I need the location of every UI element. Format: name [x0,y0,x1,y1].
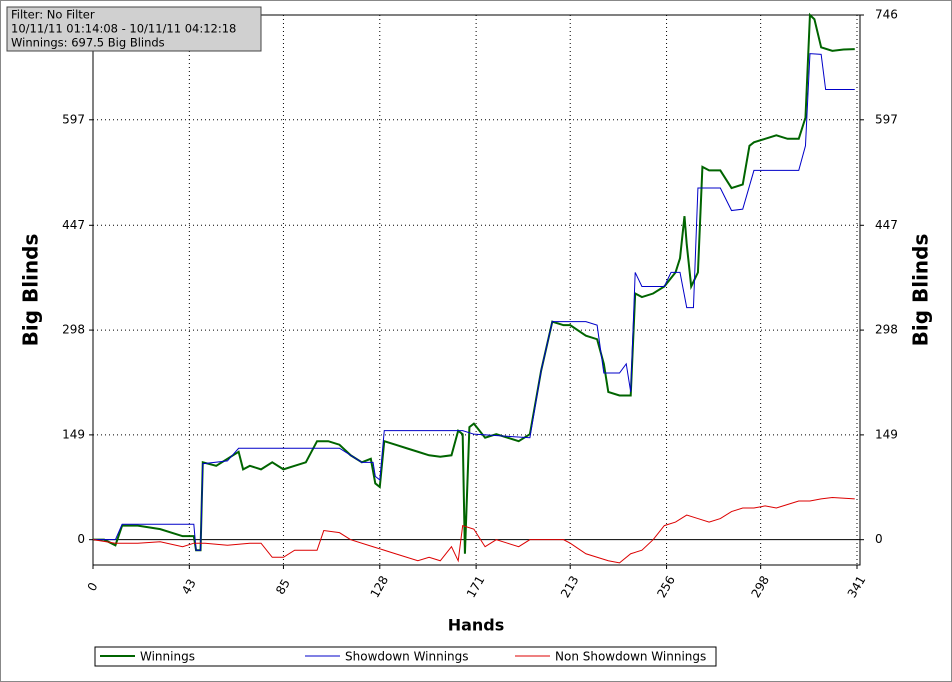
y2-tick-label: 447 [875,218,898,232]
legend-label: Winnings [140,650,195,664]
legend-label: Showdown Winnings [345,650,469,664]
legend-label: Non Showdown Winnings [555,650,706,664]
info-line: Winnings: 697.5 Big Blinds [11,36,165,50]
x-axis-label: Hands [448,616,505,635]
y2-tick-label: 746 [875,8,898,22]
series-line [92,496,855,564]
y-tick-label: 0 [77,532,85,546]
y-axis-label: Big Blinds [19,234,43,347]
y2-axis-label: Big Blinds [909,234,933,347]
x-tick-label: 43 [179,577,199,597]
y2-tick-label: 149 [875,427,898,441]
series-line [93,12,855,554]
legend-box [94,646,717,667]
y-tick-label: 149 [62,427,85,441]
info-line: Filter: No Filter [11,8,95,22]
y2-tick-label: 0 [875,532,883,546]
x-tick-label: 85 [273,577,293,597]
y-tick-label: 447 [62,218,85,232]
y2-tick-label: 597 [875,112,898,126]
plot-area [92,14,861,566]
y-tick-label: 298 [62,323,85,337]
info-box-bg [6,6,262,52]
info-line: 10/11/11 01:14:08 - 10/11/11 04:12:18 [11,22,236,36]
y2-tick-label: 298 [875,323,898,337]
y-tick-label: 597 [62,112,85,126]
series-line [93,53,855,551]
